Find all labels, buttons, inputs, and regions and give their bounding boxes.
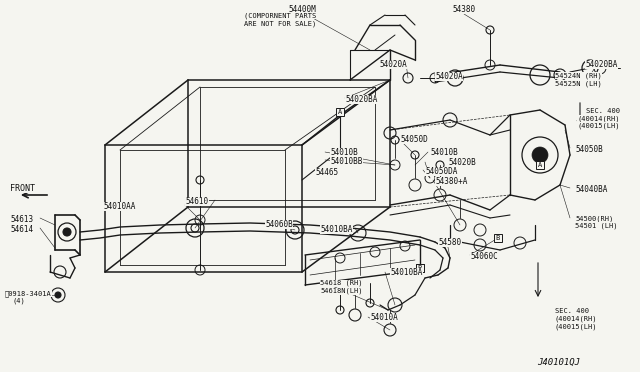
Text: 54010BA: 54010BA: [320, 225, 353, 234]
Text: 54525N (LH): 54525N (LH): [556, 80, 602, 87]
Circle shape: [63, 228, 71, 236]
Circle shape: [532, 147, 548, 163]
Text: (4): (4): [12, 298, 25, 305]
Text: 54040BA: 54040BA: [575, 185, 607, 194]
Text: 54010B: 54010B: [330, 148, 358, 157]
Text: 54010AA: 54010AA: [104, 202, 136, 211]
Text: (40015(LH): (40015(LH): [577, 122, 620, 128]
Text: SEC. 400: SEC. 400: [555, 308, 589, 314]
Text: A: A: [338, 109, 342, 115]
Text: A: A: [538, 162, 542, 168]
Text: 54020BA: 54020BA: [345, 95, 378, 104]
Text: 54020A: 54020A: [380, 60, 407, 69]
Text: 54010BA: 54010BA: [390, 268, 422, 277]
Text: 54050B: 54050B: [575, 145, 603, 154]
Text: 54618N(LH): 54618N(LH): [320, 288, 362, 295]
Text: 54050DA: 54050DA: [425, 167, 458, 176]
Text: 54610: 54610: [185, 197, 208, 206]
Text: 54580: 54580: [438, 238, 461, 247]
Text: 54380: 54380: [452, 5, 476, 14]
Text: 54010B: 54010B: [430, 148, 458, 157]
Text: 54060C: 54060C: [470, 252, 498, 261]
Text: B: B: [418, 265, 422, 271]
Text: B: B: [418, 265, 422, 271]
Text: 54380+A: 54380+A: [435, 177, 467, 186]
Text: SEC. 400: SEC. 400: [586, 108, 620, 114]
Text: 54524N (RH): 54524N (RH): [556, 72, 602, 78]
Text: FRONT: FRONT: [10, 183, 35, 192]
Text: 54618 (RH): 54618 (RH): [320, 280, 362, 286]
Text: (40015(LH): (40015(LH): [555, 323, 598, 330]
Text: 54050D: 54050D: [400, 135, 428, 144]
Text: 54020BA: 54020BA: [586, 60, 618, 69]
Circle shape: [55, 292, 61, 298]
Text: (40014(RH): (40014(RH): [577, 115, 620, 122]
Text: 54500(RH): 54500(RH): [575, 215, 613, 221]
Text: J40101QJ: J40101QJ: [537, 358, 580, 367]
Text: B: B: [496, 235, 500, 241]
Text: ARE NOT FOR SALE): ARE NOT FOR SALE): [244, 20, 316, 26]
Text: 54400M: 54400M: [288, 5, 316, 14]
Text: 54010BB: 54010BB: [330, 157, 362, 166]
Text: 54613: 54613: [10, 215, 33, 224]
Text: 54465: 54465: [315, 168, 338, 177]
Text: 54010A: 54010A: [370, 313, 397, 322]
Text: 54020A: 54020A: [435, 72, 463, 81]
Text: (40014(RH): (40014(RH): [555, 316, 598, 323]
Text: ⓝ0918-3401A: ⓝ0918-3401A: [5, 290, 52, 296]
Text: (COMPORNENT PARTS: (COMPORNENT PARTS: [244, 12, 316, 19]
Text: 54020B: 54020B: [448, 158, 476, 167]
Text: 54060B: 54060B: [265, 220, 292, 229]
Text: 54614: 54614: [10, 225, 33, 234]
Text: 54501 (LH): 54501 (LH): [575, 222, 618, 228]
